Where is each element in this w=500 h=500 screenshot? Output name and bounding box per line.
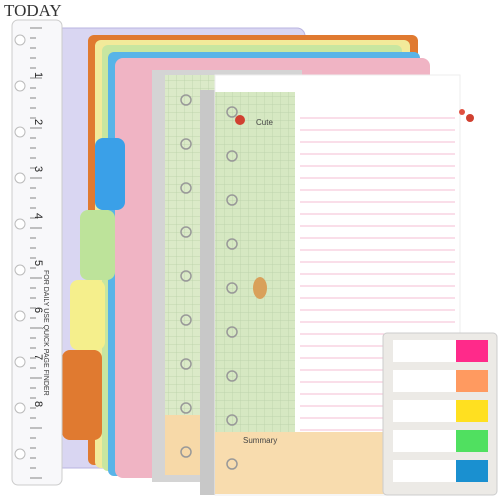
yellow-tab	[70, 280, 105, 350]
ruler-hole	[14, 264, 26, 276]
flag-green	[456, 430, 488, 452]
flag-blue	[456, 460, 488, 482]
ruler-hole	[14, 402, 26, 414]
ruler-hole	[14, 448, 26, 460]
ring	[226, 106, 238, 118]
ring	[180, 314, 192, 326]
ruler-number: 2	[32, 119, 44, 125]
ruler-number: 6	[32, 307, 44, 313]
ruled-lines	[300, 117, 455, 431]
bunny	[253, 277, 267, 299]
lined-page-grid	[215, 92, 295, 432]
summary-label: Summary	[243, 436, 277, 445]
flag-orange	[456, 370, 488, 392]
ring	[226, 194, 238, 206]
orange-tab	[62, 350, 102, 440]
ring	[180, 138, 192, 150]
ring	[180, 446, 192, 458]
ring	[226, 150, 238, 162]
ruler-caption: FOR DAILY USE QUICK PAGE FINDER	[42, 270, 49, 396]
ring	[226, 414, 238, 426]
ruler-hole	[14, 126, 26, 138]
blue-tab	[95, 138, 125, 210]
ruler-number: 3	[32, 166, 44, 172]
ruler-number: 1	[32, 72, 44, 78]
ring	[180, 270, 192, 282]
ring	[226, 282, 238, 294]
ruler-number: 4	[32, 213, 44, 219]
ruler-number: 5	[32, 260, 44, 266]
ring	[226, 238, 238, 250]
green-tab	[80, 210, 115, 280]
binder-rings	[180, 94, 238, 470]
ruler-number: 8	[32, 401, 44, 407]
flag-pink	[456, 340, 488, 362]
ring	[226, 370, 238, 382]
ruler-number: 7	[32, 354, 44, 360]
ring	[180, 402, 192, 414]
ruler-hole	[14, 34, 26, 46]
ruler-numbers: 1 2 3 4 5 6 7 8	[32, 72, 44, 407]
ring	[180, 94, 192, 106]
today-label: TODAY	[4, 1, 62, 20]
ring	[180, 226, 192, 238]
cute-label: Cute	[256, 118, 273, 127]
ruler	[11, 19, 63, 486]
ring	[226, 458, 238, 470]
flower	[466, 114, 474, 122]
ruler-hole	[14, 172, 26, 184]
ruler-hole	[14, 218, 26, 230]
ruler-hole	[14, 356, 26, 368]
summary-box	[215, 432, 395, 494]
ruler-hole	[14, 310, 26, 322]
flag-yellow	[456, 400, 488, 422]
heart-sticker	[235, 115, 245, 125]
ring	[180, 182, 192, 194]
flower	[459, 109, 465, 115]
ring	[226, 326, 238, 338]
ruler-hole	[14, 80, 26, 92]
ruler-holes	[14, 27, 42, 479]
ring	[180, 358, 192, 370]
